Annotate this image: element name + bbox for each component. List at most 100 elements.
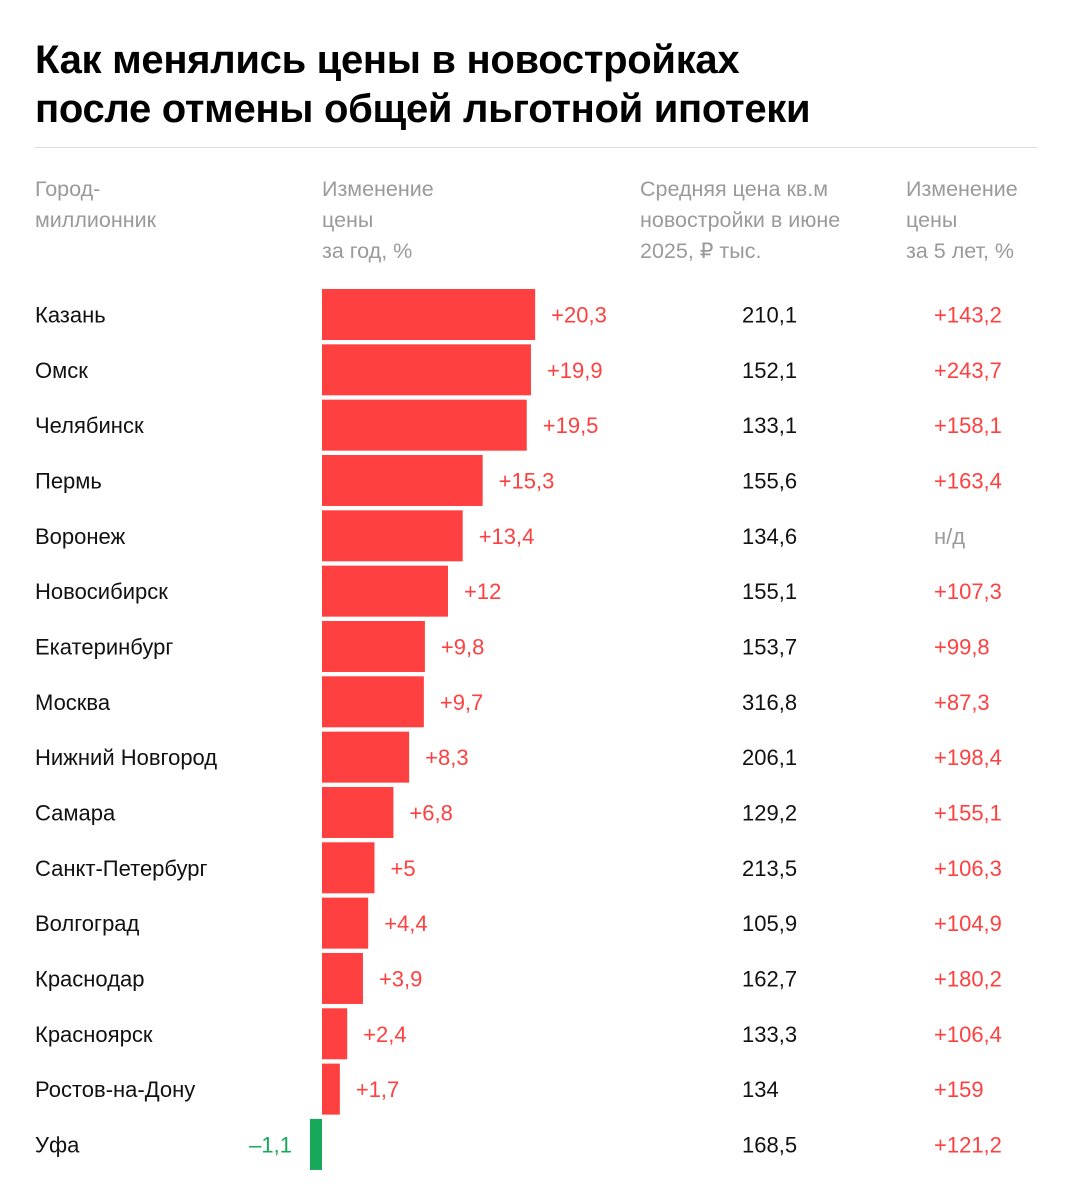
bar bbox=[322, 565, 448, 617]
header-change-year-line-2: цены bbox=[322, 208, 374, 232]
header-city-line-2: миллионник bbox=[35, 208, 157, 232]
bar bbox=[322, 897, 369, 949]
avg-price-value: 206,1 bbox=[742, 745, 797, 770]
city-label: Воронеж bbox=[35, 524, 126, 549]
city-label: Нижний Новгород bbox=[35, 745, 217, 770]
bar-value-label: +3,9 bbox=[379, 966, 422, 991]
city-label: Красноярск bbox=[35, 1022, 153, 1047]
avg-price-value: 133,1 bbox=[742, 413, 797, 438]
avg-price-value: 213,5 bbox=[742, 856, 797, 881]
header-avg-price-line-3: 2025, ₽ тыс. bbox=[640, 239, 762, 263]
bar bbox=[322, 842, 375, 894]
header-change-year: Изменение цены за год, % bbox=[322, 174, 434, 267]
city-label: Челябинск bbox=[35, 413, 144, 438]
city-label: Казань bbox=[35, 303, 106, 328]
bar-value-label: +13,4 bbox=[479, 524, 535, 549]
bar-value-label: +5 bbox=[391, 856, 416, 881]
city-label: Новосибирск bbox=[35, 579, 168, 604]
change-5y-value: +106,4 bbox=[934, 1022, 1002, 1047]
bar-value-label: +1,7 bbox=[356, 1077, 399, 1102]
bar bbox=[322, 510, 463, 562]
bar-value-label: +6,8 bbox=[409, 800, 452, 825]
city-label: Ростов-на-Дону bbox=[35, 1077, 195, 1102]
title-line-2: после отмены общей льготной ипотеки bbox=[35, 87, 811, 131]
avg-price-value: 129,2 bbox=[742, 800, 797, 825]
change-5y-value: +159 bbox=[934, 1077, 984, 1102]
bar bbox=[322, 1063, 340, 1115]
avg-price-value: 134,6 bbox=[742, 524, 797, 549]
bar bbox=[322, 731, 410, 783]
change-5y-value: +180,2 bbox=[934, 966, 1002, 991]
bar-value-label: +19,5 bbox=[543, 413, 599, 438]
bar-value-label: +4,4 bbox=[384, 911, 427, 936]
avg-price-value: 168,5 bbox=[742, 1132, 797, 1157]
avg-price-value: 162,7 bbox=[742, 966, 797, 991]
change-5y-value: +143,2 bbox=[934, 303, 1002, 328]
bar-value-label: +9,8 bbox=[441, 634, 484, 659]
change-5y-value: +106,3 bbox=[934, 856, 1002, 881]
change-5y-value: +107,3 bbox=[934, 579, 1002, 604]
bar bbox=[322, 344, 531, 396]
header-change-5y-line-2: цены bbox=[906, 208, 958, 232]
change-5y-value: +155,1 bbox=[934, 800, 1002, 825]
bar bbox=[310, 1118, 322, 1170]
avg-price-value: 134 bbox=[742, 1077, 779, 1102]
change-5y-value: +243,7 bbox=[934, 358, 1002, 383]
bar bbox=[322, 952, 363, 1004]
change-5y-value: +99,8 bbox=[934, 634, 990, 659]
avg-price-value: 155,6 bbox=[742, 468, 797, 493]
change-5y-value: н/д bbox=[934, 524, 965, 549]
city-label: Пермь bbox=[35, 468, 102, 493]
change-5y-value: +158,1 bbox=[934, 413, 1002, 438]
avg-price-value: 152,1 bbox=[742, 358, 797, 383]
city-label: Омск bbox=[35, 358, 88, 383]
change-5y-value: +87,3 bbox=[934, 690, 990, 715]
bar-value-label: +19,9 bbox=[547, 358, 603, 383]
bar bbox=[322, 454, 483, 506]
avg-price-value: 210,1 bbox=[742, 303, 797, 328]
city-label: Санкт-Петербург bbox=[35, 856, 208, 881]
header-avg-price: Средняя цена кв.м новостройки в июне 202… bbox=[640, 174, 840, 267]
header-avg-price-line-2: новостройки в июне bbox=[640, 208, 841, 232]
bar bbox=[322, 399, 527, 451]
chart-title: Как менялись цены в новостройках после о… bbox=[35, 36, 1035, 134]
avg-price-value: 153,7 bbox=[742, 634, 797, 659]
bar bbox=[322, 676, 424, 728]
bar bbox=[322, 289, 536, 340]
city-label: Самара bbox=[35, 800, 116, 825]
bar bbox=[322, 620, 425, 672]
bar bbox=[322, 786, 394, 838]
title-divider bbox=[35, 147, 1037, 148]
bar-value-label: +20,3 bbox=[551, 303, 607, 328]
city-label: Уфа bbox=[35, 1132, 80, 1157]
bar-value-label: +12 bbox=[464, 579, 501, 604]
change-5y-value: +121,2 bbox=[934, 1132, 1002, 1157]
header-avg-price-line-1: Средняя цена кв.м bbox=[640, 177, 829, 201]
header-change-5y-line-1: Изменение bbox=[906, 177, 1018, 201]
bar-value-label: +8,3 bbox=[425, 745, 468, 770]
change-5y-value: +163,4 bbox=[934, 468, 1002, 493]
bar bbox=[322, 1008, 348, 1060]
header-change-year-line-3: за год, % bbox=[322, 239, 413, 263]
city-label: Екатеринбург bbox=[35, 634, 173, 659]
city-label: Волгоград bbox=[35, 911, 140, 936]
city-label: Краснодар bbox=[35, 966, 145, 991]
bar-value-label: +15,3 bbox=[499, 468, 555, 493]
header-city: Город- миллионник bbox=[35, 174, 156, 236]
header-change-5y: Изменение цены за 5 лет, % bbox=[906, 174, 1018, 267]
change-5y-value: +198,4 bbox=[934, 745, 1002, 770]
bar-value-label: –1,1 bbox=[249, 1132, 292, 1157]
avg-price-value: 155,1 bbox=[742, 579, 797, 604]
bar-value-label: +9,7 bbox=[440, 690, 483, 715]
bar-value-label: +2,4 bbox=[363, 1022, 406, 1047]
title-line-1: Как менялись цены в новостройках bbox=[35, 38, 740, 82]
city-label: Москва bbox=[35, 690, 111, 715]
header-city-line-1: Город- bbox=[35, 177, 101, 201]
change-5y-value: +104,9 bbox=[934, 911, 1002, 936]
avg-price-value: 316,8 bbox=[742, 690, 797, 715]
header-change-5y-line-3: за 5 лет, % bbox=[906, 239, 1015, 263]
avg-price-value: 105,9 bbox=[742, 911, 797, 936]
avg-price-value: 133,3 bbox=[742, 1022, 797, 1047]
header-change-year-line-1: Изменение bbox=[322, 177, 434, 201]
